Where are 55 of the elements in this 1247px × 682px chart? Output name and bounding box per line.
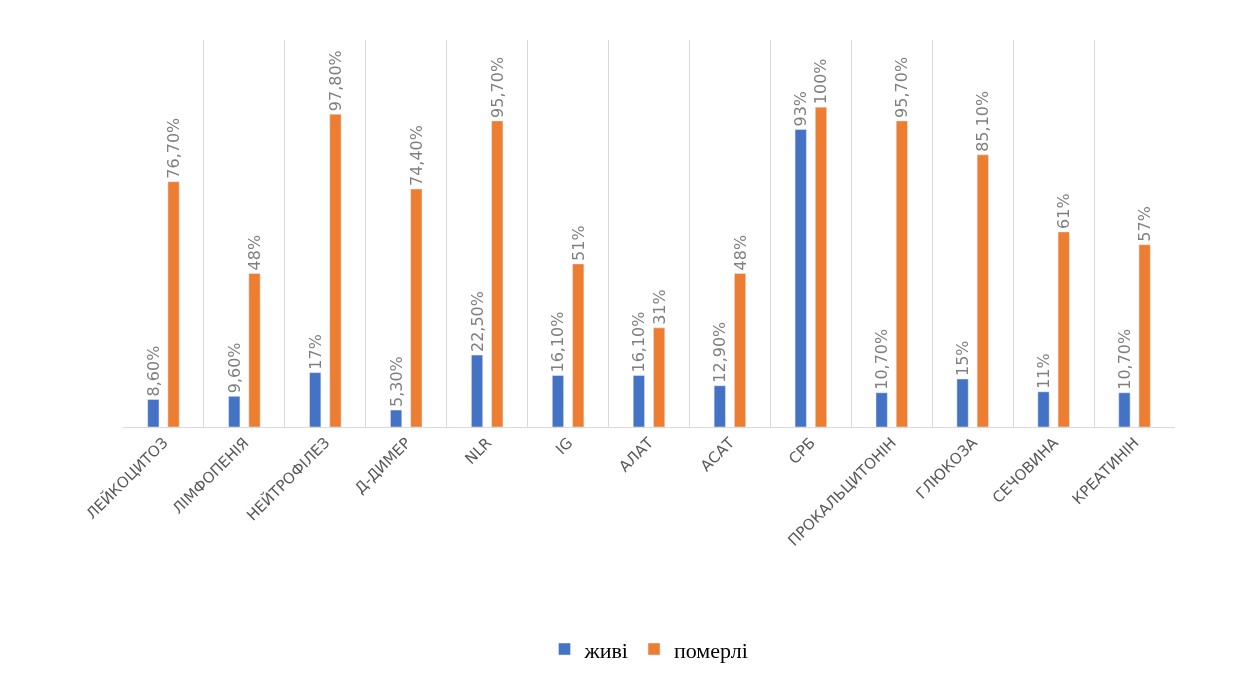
data-label: 97,80% [325, 50, 345, 112]
bar [895, 120, 908, 427]
bar [653, 327, 666, 427]
data-label: 8,60% [143, 345, 163, 397]
data-label: 51% [568, 225, 588, 261]
legend-label: живі [583, 637, 628, 663]
bar [1118, 392, 1131, 427]
data-label: 9,60% [224, 342, 244, 394]
bar [875, 392, 888, 427]
data-label: 22,50% [467, 291, 487, 353]
data-label: 16,10% [629, 311, 649, 373]
data-label: 74,40% [406, 125, 426, 187]
data-label: 10,70% [1114, 328, 1134, 390]
data-label: 10,70% [872, 328, 892, 390]
bar [794, 129, 807, 427]
bar [309, 372, 322, 427]
data-label: 76,70% [164, 117, 184, 179]
bar [552, 375, 564, 427]
bar [976, 154, 989, 427]
bar [734, 273, 746, 427]
legend-label: померлі [673, 637, 748, 663]
data-label: 100% [811, 58, 831, 105]
bar [1057, 231, 1070, 427]
bar [248, 273, 261, 427]
bar [572, 263, 585, 427]
data-label: 48% [730, 234, 750, 271]
data-label: 31% [649, 289, 669, 325]
bar [228, 396, 241, 427]
bar [329, 113, 342, 427]
data-label: 61% [1054, 193, 1074, 229]
bar [410, 188, 423, 427]
data-label: 85,10% [973, 90, 993, 152]
data-label: 48% [245, 234, 264, 271]
bar [147, 399, 160, 427]
data-label: 12,90% [710, 321, 730, 383]
bar [956, 378, 969, 427]
data-label: 11% [1034, 353, 1053, 389]
bar [815, 106, 827, 427]
data-label: 93% [791, 90, 811, 127]
bar [491, 120, 504, 427]
data-label: 57% [1135, 206, 1155, 242]
bar [1138, 244, 1151, 427]
bar [713, 385, 726, 427]
bar [1037, 391, 1050, 427]
bar [471, 354, 483, 427]
data-label: 95,70% [487, 56, 507, 118]
data-label: 16,10% [548, 311, 568, 373]
bar [167, 181, 180, 427]
data-label: 5,30% [386, 356, 406, 408]
data-label: 95,70% [892, 56, 912, 118]
x-tick-label: IG [552, 433, 577, 458]
data-label: 17% [305, 334, 325, 370]
data-label: 15% [953, 340, 973, 377]
bar [390, 409, 403, 427]
bar [632, 375, 645, 427]
